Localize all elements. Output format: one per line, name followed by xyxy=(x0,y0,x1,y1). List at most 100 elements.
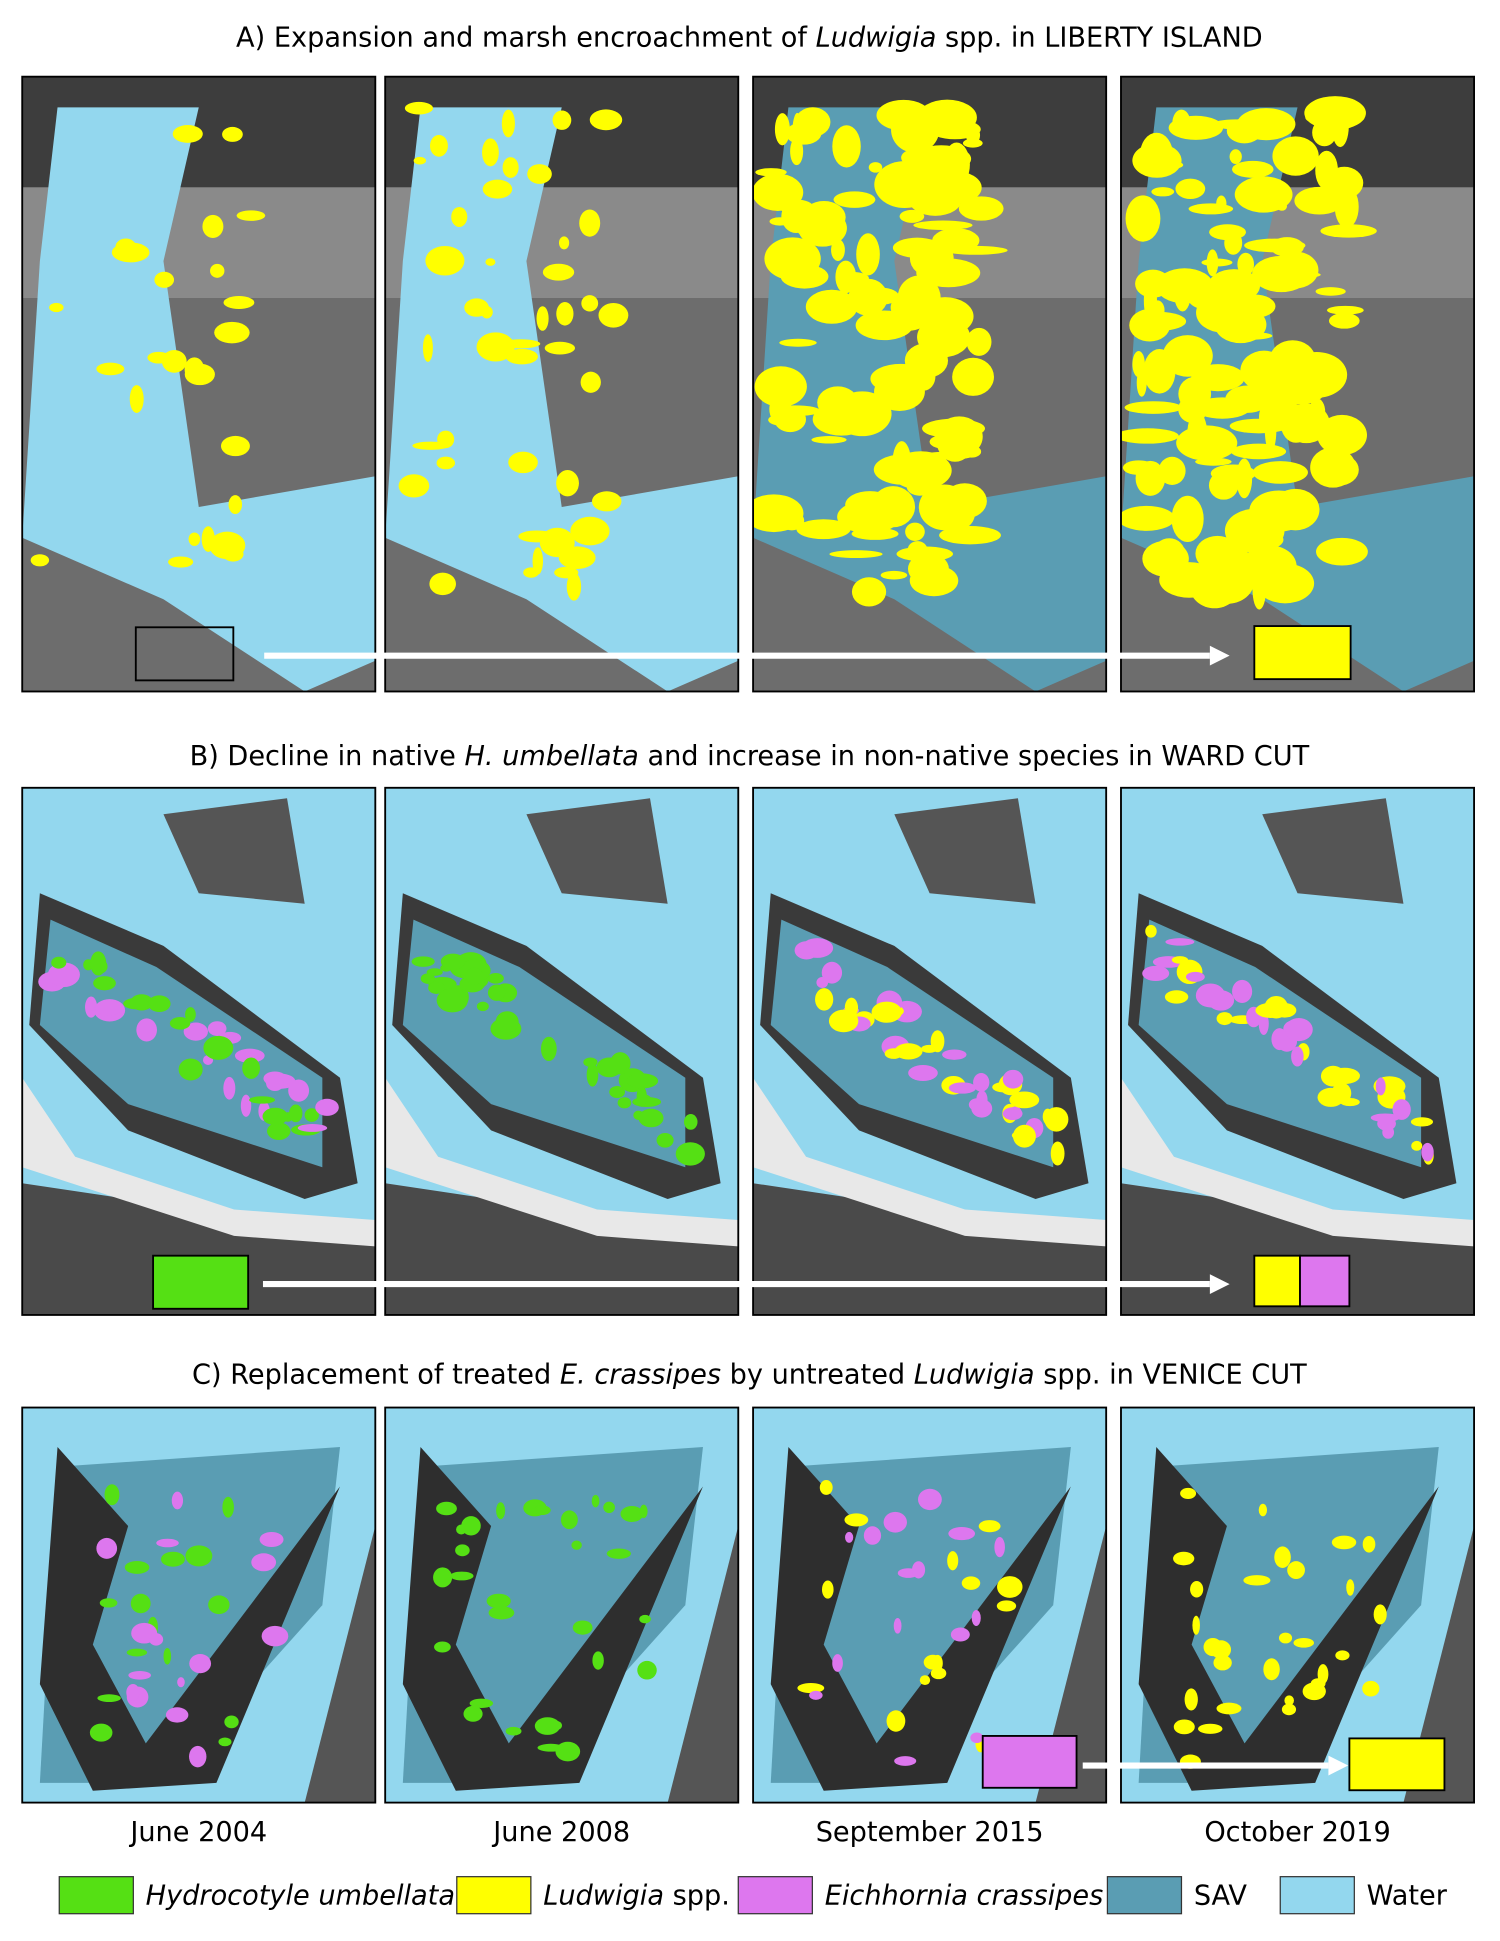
ludwigia xyxy=(398,474,430,498)
vegetation xyxy=(90,951,107,976)
vegetation xyxy=(586,1063,599,1087)
vegetation xyxy=(249,1096,276,1104)
vegetation xyxy=(1171,956,1189,964)
ludwigia xyxy=(1176,425,1238,461)
ludwigia xyxy=(1151,187,1175,197)
ludwigia xyxy=(769,405,821,417)
vegetation xyxy=(1165,938,1195,946)
vegetation xyxy=(297,1124,328,1132)
vegetation xyxy=(266,1076,284,1091)
ludwigia xyxy=(49,302,64,313)
ludwigia xyxy=(943,492,965,523)
vegetation xyxy=(894,1043,923,1060)
vegetation xyxy=(1411,1140,1423,1151)
vegetation xyxy=(1284,1018,1313,1042)
column-label: June 2008 xyxy=(491,1817,630,1848)
map xyxy=(1120,787,1475,1315)
vegetation xyxy=(603,1501,615,1514)
class-box xyxy=(152,1254,250,1310)
vegetation xyxy=(1142,965,1170,982)
caption-part: and increase in non-native species in WA… xyxy=(639,740,1310,771)
map xyxy=(22,76,376,692)
ludwigia xyxy=(1153,538,1186,570)
vegetation xyxy=(816,976,829,989)
vegetation xyxy=(942,1049,967,1060)
water xyxy=(22,107,376,692)
ludwigia xyxy=(209,531,246,560)
ludwigia xyxy=(856,233,880,276)
vegetation xyxy=(636,1086,647,1107)
vegetation xyxy=(224,1715,239,1729)
ludwigia xyxy=(558,236,570,250)
ludwigia xyxy=(96,362,125,376)
caption-part: A) Expansion and marsh encroachment of xyxy=(236,22,816,53)
vegetation xyxy=(189,1745,207,1768)
panel-border xyxy=(752,75,1108,693)
ludwigia xyxy=(916,258,981,288)
caption: SAV xyxy=(1194,1880,1248,1911)
legend-swatch xyxy=(1279,1876,1355,1915)
legend-swatch xyxy=(58,1876,134,1915)
vegetation xyxy=(1145,924,1157,938)
vegetation xyxy=(156,1538,179,1548)
ludwigia xyxy=(962,138,983,148)
ludwigia xyxy=(161,349,187,373)
ludwigia xyxy=(579,209,601,237)
ludwigia xyxy=(591,491,622,512)
ludwigia xyxy=(30,554,50,567)
vegetation xyxy=(1362,1680,1380,1697)
vegetation xyxy=(1210,1640,1232,1659)
vegetation xyxy=(947,1551,959,1571)
island xyxy=(1138,1447,1439,1791)
ludwigia xyxy=(210,263,225,278)
vegetation xyxy=(1192,1615,1200,1635)
vegetation xyxy=(801,938,834,958)
ludwigia xyxy=(1294,186,1345,215)
map-panel xyxy=(21,786,377,1316)
ludwigia xyxy=(850,407,863,426)
caption-part: C) Replacement of treated xyxy=(192,1359,560,1390)
vegetation xyxy=(1042,1108,1053,1125)
levee xyxy=(22,1077,376,1247)
vegetation xyxy=(894,1756,917,1766)
vegetation xyxy=(85,996,98,1018)
ludwigia xyxy=(1316,537,1368,566)
vegetation xyxy=(591,1494,600,1508)
vegetation xyxy=(1002,1107,1023,1121)
vegetation xyxy=(171,1491,184,1510)
vegetation xyxy=(1195,983,1226,1008)
vegetation xyxy=(223,1076,236,1100)
vegetation xyxy=(242,1057,260,1079)
vegetation xyxy=(434,1641,451,1653)
vegetation xyxy=(560,1510,578,1530)
vegetation xyxy=(465,967,484,985)
ludwigia xyxy=(790,137,804,166)
ludwigia xyxy=(1326,305,1364,315)
map-panel xyxy=(752,75,1108,693)
vegetation xyxy=(259,1531,284,1548)
levee xyxy=(753,1077,1107,1247)
ludwigia xyxy=(532,547,544,575)
map-panel xyxy=(384,75,740,693)
vegetation xyxy=(1185,971,1205,982)
ludwigia xyxy=(774,113,790,146)
vegetation xyxy=(47,962,80,988)
ludwigia xyxy=(154,271,175,288)
map-panel xyxy=(21,1406,377,1804)
vegetation xyxy=(534,1717,561,1735)
caption-part: Ludwigia xyxy=(543,1880,664,1911)
ludwigia xyxy=(404,101,434,115)
ludwigia xyxy=(880,570,908,580)
ludwigia xyxy=(1252,255,1311,293)
ludwigia xyxy=(1206,249,1219,277)
vegetation xyxy=(656,1133,674,1148)
ludwigia xyxy=(544,341,575,355)
ludwigia xyxy=(1187,282,1241,312)
ludwigia xyxy=(1120,505,1176,531)
vegetation xyxy=(89,1723,113,1742)
ludwigia xyxy=(1162,335,1213,377)
map-panel xyxy=(1120,786,1475,1316)
vegetation xyxy=(95,1000,122,1016)
class-box xyxy=(1253,1254,1301,1308)
